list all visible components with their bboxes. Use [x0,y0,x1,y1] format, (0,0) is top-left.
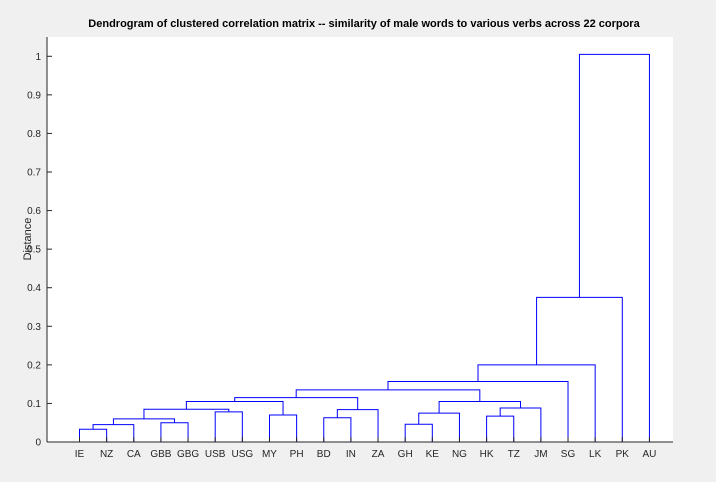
y-tick-label: 0.4 [27,283,41,294]
y-tick-label: 0.6 [27,206,41,217]
x-tick-label: LK [589,449,602,460]
x-tick-label: JM [534,449,547,460]
y-tick-label: 1 [35,52,41,63]
y-tick-label: 0.3 [27,322,41,333]
dendrogram-link [92,424,135,442]
y-axis-label: Distance [22,218,34,261]
dendrogram-link [578,53,650,442]
y-tick-label: 0.7 [27,168,41,179]
tick-labels: 0 0.1 0.2 0.3 0.4 0.5 0.6 0.7 0.8 0.9 1 IE NZ CA GBB GB… [27,52,656,460]
x-tick-label: GBG [177,449,199,460]
x-tick-label: CA [127,449,141,460]
y-tick-label: 0 [35,438,41,449]
x-tick-label: KE [426,449,440,460]
x-tick-label: BD [317,449,331,460]
y-tick-label: 0.1 [27,399,41,410]
x-tick-label: NZ [100,449,113,460]
chart-title: Dendrogram of clustered correlation matr… [88,18,640,30]
dendrogram-links [79,53,650,442]
x-tick-label: ZA [372,449,385,460]
x-tick-label: MY [262,449,277,460]
y-tick-label: 0.2 [27,360,41,371]
dendrogram-link [295,389,481,402]
x-tick-label: USG [232,449,254,460]
dendrogram-link [387,380,569,442]
y-tick-label: 0.9 [27,90,41,101]
x-tick-label: AU [642,449,656,460]
dendrogram-link [234,397,359,410]
y-tick-label: 0.8 [27,129,41,140]
x-tick-label: TZ [508,449,520,460]
x-tick-label: GH [398,449,413,460]
plot-area [47,37,673,442]
x-tick-label: HK [480,449,494,460]
x-tick-label: IE [75,449,85,460]
x-tick-label: IN [346,449,356,460]
x-tick-label: USB [205,449,226,460]
x-tick-label: GBB [150,449,171,460]
x-tick-label: PH [290,449,304,460]
x-tick-label: SG [561,449,576,460]
y-tick-label: 0.5 [27,245,41,256]
axes [46,37,673,443]
x-tick-label: NG [452,449,467,460]
x-tick-label: PK [616,449,630,460]
